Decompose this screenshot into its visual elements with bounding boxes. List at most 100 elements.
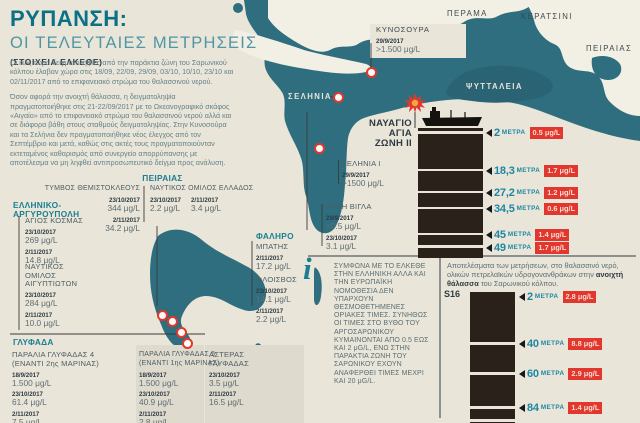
- intro-paragraph-2: Όσον αφορά την ανοιχτή θάλασσα, η δειγμα…: [10, 92, 232, 168]
- depth-unit: ΜΕΤΡΑ: [534, 293, 559, 300]
- station-name-line1: ΝΑΥΤΙΚΟΣ: [25, 262, 64, 271]
- reading-value: 284 μg/L: [25, 298, 58, 309]
- concentration-badge: 0.5 μg/L: [529, 126, 564, 139]
- map-label-keratsini: ΚΕΡΑΤΣΙΝΙ: [521, 12, 573, 21]
- station-glyfada-beach4: ΠΑΡΑΛΙΑ ΓΛΥΦΑΔΑΣ 4 (ΕΝΑΝΤΙ 2ης ΜΑΡΙΝΑΣ) …: [12, 350, 132, 423]
- station-agios-kosmas: ΑΓΙΟΣ ΚΟΣΜΑΣ 23/10/2017 269 μg/L 2/11/20…: [25, 216, 83, 265]
- reading-value: 34.2 μg/L: [105, 222, 140, 233]
- sample-point-marker-kynosoura: [366, 67, 377, 78]
- reading-date: 2/11/2017: [256, 255, 284, 263]
- land-kynosoura-peninsula: [232, 30, 371, 74]
- section-piraeus-header: ΠΕΙΡΑΙΑΣ: [142, 173, 183, 183]
- info-icon: i: [303, 251, 312, 286]
- land-kynosoura-labelbg: [370, 24, 466, 58]
- piraeus-harbor-inlet: [591, 56, 622, 80]
- depth-value: 2: [527, 290, 533, 303]
- depth-tick-icon: [519, 403, 525, 412]
- reading-value: 14.8 μg/L: [25, 254, 60, 265]
- concentration-badge: 0.6 μg/L: [544, 202, 579, 215]
- reading-value: 3.4 μg/L: [190, 203, 222, 214]
- wreck-depth-row: 2 ΜΕΤΡΑ 0.5 μg/L: [486, 126, 564, 139]
- concentration-badge: 1.4 μg/L: [568, 401, 603, 414]
- section-elliniko-header: ΕΛΛΗΝΙΚΟ- ΑΡΓΥΡΟΥΠΟΛΗ: [13, 201, 79, 219]
- depth-tick-icon: [519, 369, 525, 378]
- wreck-depth-row: 18,3 ΜΕΤΡΑ 1.7 μg/L: [486, 164, 579, 177]
- wreck-label: ΝΑΥΑΓΙΟ ΑΓΙΑ ΖΩΝΗ ΙΙ: [358, 119, 412, 149]
- reading-date: 18/9/2017: [12, 371, 40, 379]
- reading-value: 40.9 μg/L: [139, 397, 174, 408]
- reading-value: 14.1 μg/L: [256, 294, 291, 305]
- depth-value: 18,3: [494, 164, 515, 177]
- depth-unit: ΜΕΤΡΑ: [540, 340, 565, 347]
- depth-value: 60: [527, 367, 539, 380]
- wreck-depth-row: 49 ΜΕΤΡΑ 1.7 μg/L: [486, 241, 570, 254]
- station-nautikos-omilos-aigyptioton: ΝΑΥΤΙΚΟΣ ΟΜΙΛΟΣ ΑΙΓΥΠΤΙΩΤΩΝ 23/10/2017 2…: [25, 262, 77, 328]
- reading-value: >1500 μg/L: [342, 178, 384, 189]
- station-name: ΝΑΥΤΙΚΟΣ ΟΜΙΛΟΣ ΕΛΛΑΔΟΣ: [150, 185, 254, 192]
- station-s16-label: S16: [444, 289, 461, 299]
- station-name-line2: (ΕΝΑΝΤΙ 2ης ΜΑΡΙΝΑΣ): [12, 358, 100, 368]
- depth-value: 27,2: [494, 186, 515, 199]
- land-keratsini-piraeus: [525, 0, 640, 116]
- concentration-badge: 1.7 μg/L: [544, 164, 579, 177]
- station-name: ΣΕΛΗΝΙΑ Ι: [342, 159, 381, 168]
- title-block: ΡΥΠΑΝΣΗ: ΟΙ ΤΕΛΕΥΤΑΙΕΣ ΜΕΤΡΗΣΕΙΣ (ΣΤΟΙΧΕ…: [10, 6, 257, 67]
- sample-point-marker-coast2: [167, 316, 178, 327]
- section-faliro: ΦΑΛΗΡΟ ΜΠΑΤΗΣ 2/11/2017 17.2 μg/L ΦΛΟΙΣΒ…: [256, 232, 297, 324]
- reading-date: 2/11/2017: [139, 410, 167, 418]
- reading-value: 344 μg/L: [107, 203, 140, 214]
- open-sea-depth-row: 2 ΜΕΤΡΑ 2.8 μg/L: [519, 290, 597, 303]
- section-faliro-header: ΦΑΛΗΡΟ: [256, 231, 294, 241]
- depth-value: 45: [494, 228, 506, 241]
- reading-value: 7.5 μg/L: [12, 416, 43, 423]
- depth-unit: ΜΕΤΡΑ: [516, 205, 541, 212]
- depth-tick-icon: [519, 339, 525, 348]
- reading-value: 2.8 μg/L: [139, 416, 170, 423]
- wreck-label-line2: ΑΓΙΑ: [388, 128, 412, 139]
- wreck-label-line3: ΖΩΝΗ ΙΙ: [374, 138, 412, 149]
- sample-point-marker-selinia1: [314, 143, 325, 154]
- depth-unit: ΜΕΤΡΑ: [516, 167, 541, 174]
- reading-date: 2/11/2017: [12, 410, 40, 418]
- sample-point-marker-coast1: [157, 310, 168, 321]
- station-name-line1: ΠΑΡΑΛΙΑ ΓΛΥΦΑΔΑΣ 5: [139, 351, 216, 358]
- reading-value: >1.500 μg/L: [376, 44, 421, 55]
- reading-value: 1.500 μg/L: [12, 377, 52, 388]
- reading-date: 23/10/2017: [25, 292, 56, 300]
- station-name: ΚΑΚΗ ΒΙΓΛΑ: [326, 202, 372, 211]
- reading-date: 23/10/2017: [326, 234, 357, 242]
- depth-unit: ΜΕΤΡΑ: [507, 231, 532, 238]
- map-label-piraeus: ΠΕΙΡΑΙΑΣ: [586, 44, 633, 53]
- reading-value: 17.2 μg/L: [256, 261, 291, 272]
- reading-date: 2/11/2017: [256, 307, 284, 315]
- open-sea-caption: Αποτελέσματα των μετρήσεων, στο θαλασσιν…: [447, 261, 637, 289]
- reading-date: 29/9/2017: [376, 38, 404, 46]
- map-label-perama: ΠΕΡΑΜΑ: [447, 9, 488, 18]
- station-name-line1: ΑΣΤΕΡΑΣ: [209, 350, 245, 359]
- island-psyttaleia: [446, 65, 553, 103]
- caption-text: Αποτελέσματα των μετρήσεων, στο θαλασσιν…: [447, 261, 619, 280]
- reading-value: 2.2 μg/L: [256, 313, 287, 324]
- reading-date: 23/10/2017: [209, 371, 240, 379]
- station-name-line2: ΓΛΥΦΑΔΑΣ: [209, 358, 249, 368]
- station-name-line2: (ΕΝΑΝΤΙ 1ης ΜΑΡΙΝΑΣ): [139, 359, 220, 367]
- concentration-badge: 2.9 μg/L: [568, 367, 603, 380]
- sample-point-marker-coast4: [182, 338, 193, 349]
- wreck-label-line1: ΝΑΥΑΓΙΟ: [368, 118, 412, 129]
- map-label-selinia: ΣΕΛΗΝΙΑ: [288, 92, 332, 101]
- reading-date: 23/10/2017: [25, 229, 56, 237]
- reading-date: 18/9/2017: [139, 371, 167, 379]
- caption-text: του Σαρωνικού κόλπου.: [478, 279, 559, 289]
- station-noe: ΝΑΥΤΙΚΟΣ ΟΜΙΛΟΣ ΕΛΛΑΔΟΣ 23/10/2017 2.2 μ…: [150, 185, 253, 213]
- depth-tick-icon: [486, 243, 492, 252]
- data-source: (ΣΤΟΙΧΕΙΑ ΕΛΚΕΘΕ): [10, 57, 103, 67]
- depth-tick-icon: [486, 230, 492, 239]
- pointer-lines: [10, 43, 372, 335]
- station-name: ΦΛΟΙΣΒΟΣ: [256, 275, 297, 285]
- coast-faliro-glyfada: [150, 229, 266, 350]
- station-name: ΤΥΜΒΟΣ ΘΕΜΙΣΤΟΚΛΕΟΥΣ: [44, 185, 140, 192]
- section-glyfada-header: ΓΛΥΦΑΔΑ: [13, 337, 54, 347]
- reading-date: 2/11/2017: [209, 391, 237, 399]
- reading-date: 23/10/2017: [109, 197, 140, 205]
